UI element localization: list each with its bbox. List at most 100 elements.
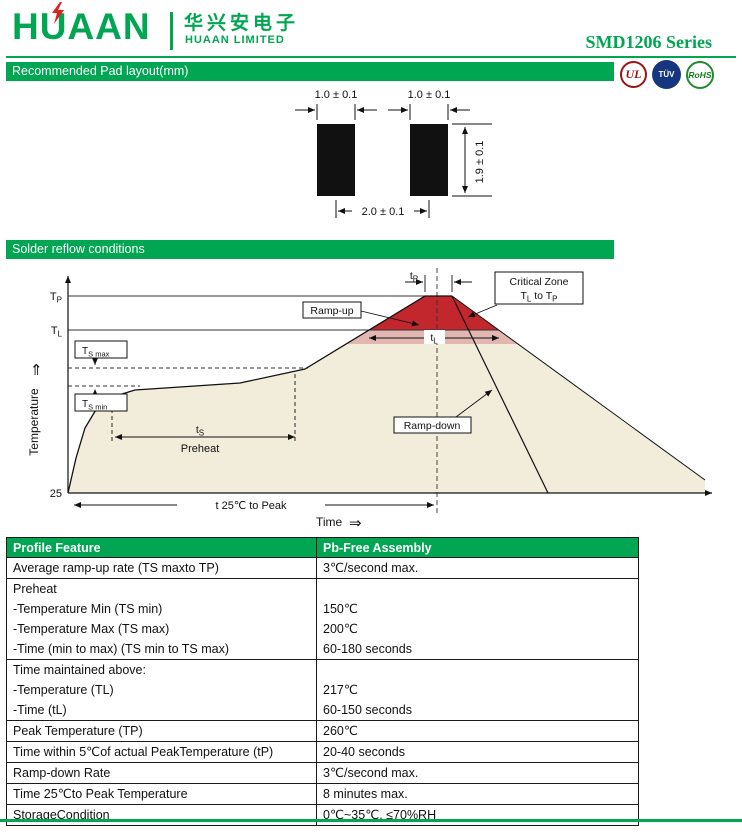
- table-cell-feature: Ramp-down Rate: [6, 762, 317, 784]
- t25-label-bg: [177, 498, 325, 512]
- tl-label-bg: [424, 330, 445, 344]
- rohs-cert-label: RoHS: [688, 70, 712, 80]
- table-cell-feature: StorageCondition: [6, 804, 317, 826]
- time-axis-label: Time: [316, 515, 343, 529]
- cell-line: [323, 660, 632, 680]
- cell-line: 20-40 seconds: [323, 745, 406, 759]
- table-cell-feature: Time within 5℃of actual PeakTemperature …: [6, 741, 317, 763]
- table-cell-value: 8 minutes max.: [316, 783, 639, 805]
- annotation-boxes: TS max TS min Ramp-up Critical Zone TL t…: [74, 271, 584, 434]
- ts-max-box-label: TS max: [82, 346, 110, 359]
- pad-rectangles: [317, 124, 448, 196]
- company-logo: HUAAN: [12, 6, 151, 47]
- table-row: Time within 5℃of actual PeakTemperature …: [6, 741, 639, 763]
- chart-axes: [65, 276, 712, 496]
- y-label-tp: TP: [50, 291, 62, 305]
- cell-line: Time maintained above:: [13, 663, 146, 677]
- tl-dim-label: tL: [430, 332, 438, 346]
- cell-line: 200℃: [323, 622, 358, 636]
- cell-line: Average ramp-up rate (TS maxto TP): [13, 561, 219, 575]
- profile-fill-areas: [68, 296, 705, 493]
- ts-min-box-label: TS min: [82, 399, 107, 412]
- footer-rule: [0, 819, 742, 822]
- cell-line: 150℃: [323, 602, 358, 616]
- cell-line: 0℃~35℃, ≤70%RH: [323, 808, 437, 822]
- company-name-english: HUAAN LIMITED: [185, 34, 285, 46]
- table-cell-value: 217℃ 60-150 seconds: [316, 659, 639, 721]
- table-header-row: Profile Feature Pb-Free Assembly: [6, 537, 639, 558]
- cell-line: 8 minutes max.: [323, 787, 408, 801]
- pad-dim-top-left: 1.0 ± 0.1: [315, 89, 358, 101]
- header-pb-free: Pb-Free Assembly: [316, 537, 639, 558]
- ramp-up-box-label: Ramp-up: [310, 305, 353, 317]
- section-banner-reflow: Solder reflow conditions: [6, 240, 614, 259]
- cell-line: Peak Temperature (TP): [13, 724, 143, 738]
- ul-cert-icon: UL: [620, 61, 647, 88]
- pad-dim-top-right: 1.0 ± 0.1: [408, 89, 451, 101]
- header-profile-feature: Profile Feature: [6, 537, 317, 558]
- table-cell-value: 0℃~35℃, ≤70%RH: [316, 804, 639, 826]
- table-row: StorageCondition 0℃~35℃, ≤70%RH: [6, 804, 639, 826]
- cell-line: Time within 5℃of actual PeakTemperature …: [13, 745, 274, 759]
- cell-line: -Temperature (TL): [13, 683, 114, 697]
- cell-line: [323, 579, 632, 599]
- temperature-axis-label: Temperature: [27, 388, 41, 456]
- table-row: Average ramp-up rate (TS maxto TP) 3℃/sec…: [6, 557, 639, 579]
- table-row: Ramp-down Rate 3℃/second max.: [6, 762, 639, 784]
- ul-cert-label: UL: [625, 67, 642, 81]
- table-cell-feature: Peak Temperature (TP): [6, 720, 317, 742]
- company-name-chinese: 华兴安电子: [184, 13, 300, 34]
- cell-line: 260℃: [323, 724, 358, 738]
- cell-line: 3℃/second max.: [323, 766, 419, 780]
- cell-line: 60-150 seconds: [323, 703, 412, 717]
- y-label-origin: 25: [50, 488, 62, 500]
- cell-line: -Time (tL): [13, 703, 67, 717]
- temperature-axis-arrow-icon: ⇑: [30, 362, 43, 379]
- tuv-cert-icon: TÜV: [652, 60, 681, 89]
- y-label-tl: TL: [51, 325, 63, 339]
- table-cell-value: 20-40 seconds: [316, 741, 639, 763]
- cell-line: 60-180 seconds: [323, 642, 412, 656]
- header-rule: [6, 56, 736, 58]
- table-cell-value: 3℃/second max.: [316, 557, 639, 579]
- table-row: Peak Temperature (TP) 260℃: [6, 720, 639, 742]
- table-cell-value: 3℃/second max.: [316, 762, 639, 784]
- cell-line: Ramp-down Rate: [13, 766, 111, 780]
- cell-line: -Temperature Max (TS max): [13, 622, 170, 636]
- pad-dim-bottom: 2.0 ± 0.1: [362, 206, 405, 218]
- table-row: Time 25℃to Peak Temperature 8 minutes max…: [6, 783, 639, 805]
- section-banner-pad-layout: Recommended Pad layout(mm): [6, 62, 614, 81]
- cell-line: 3℃/second max.: [323, 561, 419, 575]
- cell-line: -Time (min to max) (TS min to TS max): [13, 642, 229, 656]
- critical-zone-label-line2: TL to TP: [520, 290, 557, 304]
- ramp-down-line: [451, 295, 549, 494]
- table-cell-feature: Average ramp-up rate (TS maxto TP): [6, 557, 317, 579]
- logo-divider: [170, 12, 173, 50]
- critical-zone-area: [369, 296, 499, 330]
- tuv-cert-label: TÜV: [658, 70, 675, 79]
- ts-dim-label: tS: [196, 424, 204, 438]
- cell-line: StorageCondition: [13, 808, 110, 822]
- ts-dimension: [111, 374, 296, 443]
- tp-dimension: [405, 275, 472, 292]
- critical-zone-label-line1: Critical Zone: [510, 276, 569, 288]
- table-cell-feature: Time maintained above: -Temperature (TL) -…: [6, 659, 317, 721]
- reflow-profile-table: Profile Feature Pb-Free Assembly Average…: [6, 537, 639, 826]
- cell-line: 217℃: [323, 683, 358, 697]
- lightning-bolt-icon: [50, 2, 66, 31]
- tp-dim-label: tP: [410, 270, 418, 284]
- dim-label-bg: [352, 204, 414, 219]
- cell-line: Preheat: [13, 582, 57, 596]
- table-row: Preheat -Temperature Min (TS min) -Tempera…: [6, 578, 639, 660]
- t25-dim-label: t 25℃ to Peak: [215, 500, 287, 512]
- cell-line: -Temperature Min (TS min): [13, 602, 163, 616]
- reflow-profile-chart: TP TL 25 tP tL tS Preheat t 25℃ to Peak …: [27, 268, 712, 532]
- rohs-cert-icon: RoHS: [686, 61, 714, 89]
- preheat-label: Preheat: [181, 443, 220, 455]
- table-cell-feature: Preheat -Temperature Min (TS min) -Tempera…: [6, 578, 317, 660]
- series-title: SMD1206 Series: [585, 32, 712, 52]
- reference-lines: [68, 268, 499, 515]
- table-cell-value: 150℃ 200℃ 60-180 seconds: [316, 578, 639, 660]
- pad-dim-right: 1.9 ± 0.1: [474, 141, 486, 184]
